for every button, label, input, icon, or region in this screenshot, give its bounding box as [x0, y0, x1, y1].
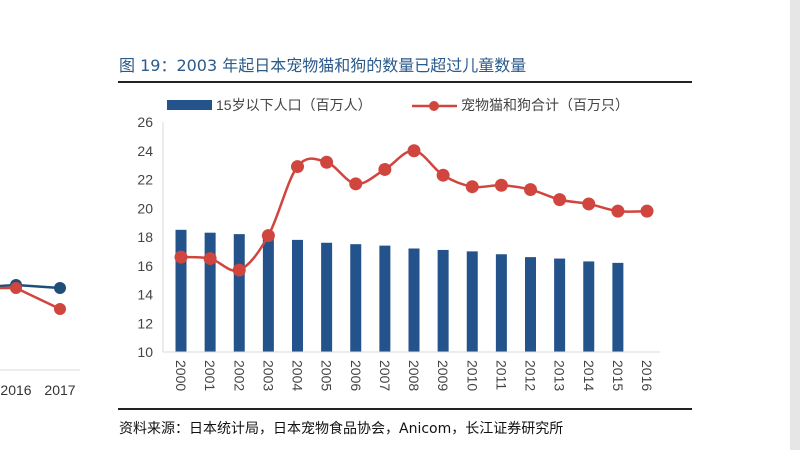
y-tick-label: 12: [137, 315, 153, 331]
bar-2001: [204, 232, 216, 352]
pet-point-2005: [320, 155, 334, 169]
left-point-2016-red: [10, 282, 22, 294]
pet-point-2015: [611, 204, 625, 218]
source-note: 资料来源：日本统计局，日本宠物食品协会，Anicom，长江证券研究所: [119, 421, 564, 437]
y-tick-label: 22: [137, 172, 153, 188]
x-tick-label: 2001: [202, 360, 218, 391]
left-point-2017-blue: [54, 282, 66, 294]
x-tick-label: 2016: [639, 360, 655, 391]
source-rule: [118, 408, 692, 410]
pet-point-2003: [261, 229, 275, 243]
bar-2010: [466, 251, 478, 352]
left-point-2017-red: [54, 303, 66, 315]
pet-point-2002: [232, 263, 246, 277]
pet-point-2016: [640, 204, 654, 218]
left-x-label: 2016: [0, 382, 31, 398]
bar-2013: [554, 258, 566, 352]
bar-2007: [379, 245, 391, 352]
pet-point-2013: [553, 193, 567, 207]
pet-point-2009: [436, 168, 450, 182]
x-tick-label: 2005: [319, 360, 335, 391]
bar-2000: [175, 229, 187, 352]
chart: 15岁以下人口（百万人） 宠物猫和狗合计（百万只） 10 12 14 16 18 20 22…: [137, 97, 660, 391]
y-tick-label: 24: [137, 143, 153, 159]
legend-line-label: 宠物猫和狗合计（百万只）: [461, 97, 629, 113]
bar-2009: [437, 249, 449, 352]
title-rule: [118, 81, 692, 83]
pet-point-2006: [349, 177, 363, 191]
left-x-label: 2017: [44, 382, 75, 398]
bar-2012: [525, 257, 536, 352]
x-tick-label: 2014: [581, 360, 597, 391]
bar-2002: [233, 234, 245, 352]
figure-title: 图 19：2003 年起日本宠物猫和狗的数量已超过儿童数量: [119, 56, 527, 75]
x-tick-label: 2000: [173, 360, 189, 391]
pet-point-2004: [291, 160, 304, 174]
y-tick-label: 10: [137, 344, 153, 360]
pet-point-2007: [378, 162, 392, 176]
pet-point-2012: [524, 183, 537, 197]
pet-point-2011: [494, 178, 508, 192]
legend-bar-swatch: [167, 100, 212, 110]
x-tick-label: 2013: [552, 360, 568, 391]
legend-line-marker: [429, 101, 439, 111]
y-tick-label: 20: [137, 200, 153, 216]
x-tick-label: 2007: [377, 360, 393, 391]
bar-2015: [612, 262, 624, 352]
bar-2003: [262, 237, 274, 352]
scrollbar[interactable]: [790, 0, 800, 450]
x-tick-label: 2004: [290, 360, 306, 391]
pet-point-2001: [203, 252, 217, 266]
pet-point-2014: [582, 197, 596, 211]
legend-bar-label: 15岁以下人口（百万人）: [216, 97, 372, 113]
x-tick-label: 2011: [493, 360, 509, 390]
pet-point-2000: [174, 250, 188, 264]
pet-point-2010: [465, 180, 479, 194]
bar-2008: [408, 248, 420, 352]
x-tick-label: 2003: [260, 360, 276, 391]
y-tick-label: 16: [137, 258, 153, 274]
legend: 15岁以下人口（百万人） 宠物猫和狗合计（百万只）: [167, 97, 629, 113]
bar-2004: [292, 239, 303, 352]
x-tick-label: 2008: [406, 360, 422, 391]
x-tick-label: 2006: [348, 360, 364, 391]
left-partial-chart: 2016 2017: [0, 279, 80, 398]
y-tick-label: 26: [137, 114, 153, 130]
bar-2014: [583, 261, 595, 352]
y-tick-label: 14: [137, 287, 153, 303]
x-tick-label: 2010: [464, 360, 480, 391]
x-tick-label: 2015: [610, 360, 626, 391]
bar-2005: [321, 242, 333, 352]
bar-2006: [350, 244, 362, 352]
x-tick-label: 2002: [231, 360, 247, 391]
x-tick-label: 2009: [435, 360, 451, 391]
x-tick-label: 2012: [523, 360, 539, 391]
pet-point-2008: [407, 144, 421, 158]
bar-2011: [495, 254, 507, 352]
y-tick-label: 18: [137, 229, 153, 245]
